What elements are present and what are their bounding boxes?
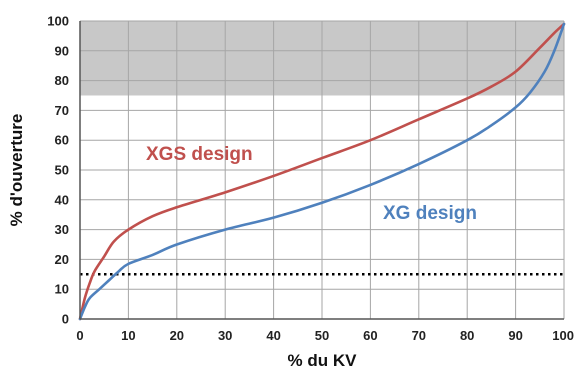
y-tick-label: 60	[55, 133, 69, 148]
y-tick-label: 20	[55, 252, 69, 267]
series-label-xgs: XGS design	[146, 144, 253, 165]
y-tick-label: 70	[55, 103, 69, 118]
x-tick-label: 100	[552, 328, 574, 343]
x-tick-label: 90	[508, 328, 522, 343]
y-tick-label: 100	[47, 14, 69, 29]
x-tick-label: 40	[266, 328, 280, 343]
series-line-xg	[78, 22, 566, 321]
x-axis-label: % du KV	[288, 351, 358, 370]
x-tick-label: 80	[460, 328, 474, 343]
x-tick-label: 60	[363, 328, 377, 343]
y-tick-label: 30	[55, 222, 69, 237]
y-tick-label: 50	[55, 163, 69, 178]
y-tick-label: 10	[55, 282, 69, 297]
y-tick-label: 90	[55, 43, 69, 58]
x-tick-label: 0	[76, 328, 83, 343]
y-tick-label: 0	[62, 312, 69, 327]
grid-layer	[80, 20, 565, 319]
axes-layer	[79, 21, 564, 320]
x-tick-label: 20	[170, 328, 184, 343]
x-tick-label: 10	[121, 328, 135, 343]
x-tick-label: 70	[412, 328, 426, 343]
y-axis-label: % d'ouverture	[7, 114, 26, 227]
x-tick-label: 30	[218, 328, 232, 343]
series-layer	[78, 22, 566, 321]
series-label-xg: XG design	[383, 203, 477, 224]
y-tick-label: 40	[55, 192, 69, 207]
tick-label-layer: 0 10 20 30 40 50 60 70 80 90 100 0 10 20 30 40 50 60 70 80 9…	[47, 14, 574, 344]
series-line-xgs	[78, 22, 566, 321]
x-tick-label: 50	[315, 328, 329, 343]
y-tick-label: 80	[55, 73, 69, 88]
